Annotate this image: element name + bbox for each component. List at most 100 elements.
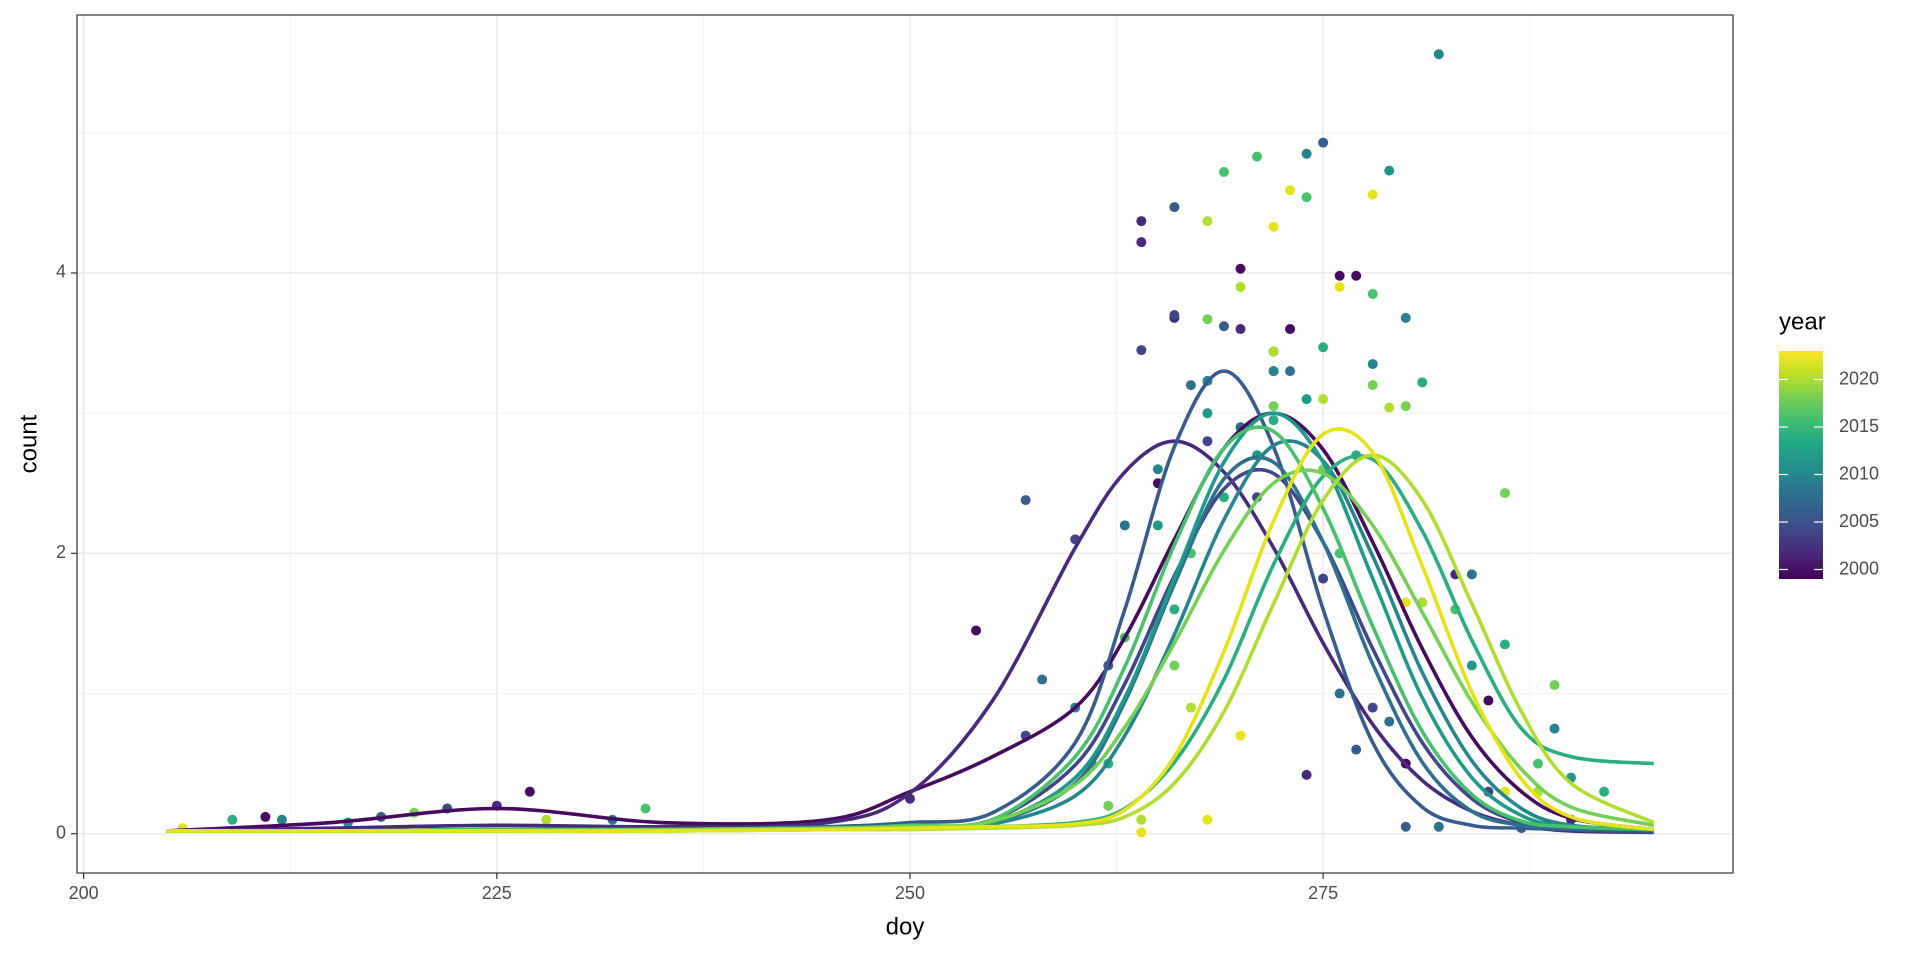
point [1351, 744, 1362, 755]
x-tick-label: 250 [895, 883, 925, 903]
y-tick-label: 2 [56, 542, 66, 562]
x-tick-label: 275 [1308, 883, 1338, 903]
point [1202, 408, 1213, 419]
smooth-line [166, 427, 1654, 833]
point [1268, 366, 1279, 377]
point [524, 786, 535, 797]
point [1301, 148, 1312, 159]
point [1218, 492, 1229, 503]
plot-border [76, 14, 1734, 874]
point [1136, 237, 1147, 248]
point [1020, 495, 1031, 506]
point [1318, 137, 1329, 148]
point [1235, 281, 1246, 292]
colorbar [1779, 351, 1823, 579]
point [1599, 786, 1610, 797]
y-tick-label: 0 [56, 822, 66, 842]
point [1301, 769, 1312, 780]
point [1433, 49, 1444, 60]
point [1334, 281, 1345, 292]
point [1367, 189, 1378, 200]
point [1384, 165, 1395, 176]
point [1367, 288, 1378, 299]
point [1400, 821, 1411, 832]
point [1136, 827, 1147, 838]
point [640, 803, 651, 814]
point [1499, 639, 1510, 650]
point [1268, 346, 1279, 357]
x-tick-label: 225 [482, 883, 512, 903]
point [1483, 695, 1494, 706]
point [1417, 377, 1428, 388]
point [1235, 730, 1246, 741]
point [1384, 402, 1395, 413]
y-tick-label: 4 [56, 262, 66, 282]
point [1185, 380, 1196, 391]
colorbar-label: 2015 [1839, 416, 1879, 436]
point [1400, 312, 1411, 323]
point [1202, 814, 1213, 825]
point [971, 625, 982, 636]
point [1466, 569, 1477, 580]
point [1318, 342, 1329, 353]
point [1152, 464, 1163, 475]
point [1433, 821, 1444, 832]
plot-background [77, 15, 1733, 873]
point [1549, 680, 1560, 691]
point [1301, 394, 1312, 405]
smooth-line [166, 411, 1654, 833]
point [1285, 185, 1296, 196]
colorbar-label: 2020 [1839, 368, 1879, 388]
colorbar-label: 2000 [1839, 558, 1879, 578]
point [1169, 310, 1180, 321]
point [1334, 270, 1345, 281]
point [1318, 394, 1329, 405]
point [260, 811, 271, 822]
point [1169, 202, 1180, 213]
colorbar-label: 2010 [1839, 463, 1879, 483]
point [1119, 520, 1130, 531]
point [1169, 604, 1180, 615]
point [1268, 401, 1279, 412]
point [1301, 192, 1312, 203]
point [1285, 366, 1296, 377]
point [1152, 520, 1163, 531]
point [1285, 324, 1296, 335]
x-tick-label: 200 [69, 883, 99, 903]
point [1334, 688, 1345, 699]
point [276, 814, 287, 825]
point [1549, 723, 1560, 734]
point [1252, 151, 1263, 162]
point [1136, 216, 1147, 227]
point [1367, 359, 1378, 370]
point [1169, 660, 1180, 671]
point [1367, 702, 1378, 713]
point [1136, 345, 1147, 356]
point [1532, 758, 1543, 769]
point [1037, 674, 1048, 685]
point [1367, 380, 1378, 391]
legend-title: year [1779, 308, 1826, 335]
point [1400, 401, 1411, 412]
point [1318, 573, 1329, 584]
y-axis-title: count [15, 414, 42, 473]
point [227, 814, 238, 825]
x-axis-title: doy [886, 913, 925, 940]
colorbar-label: 2005 [1839, 511, 1879, 531]
point [1202, 216, 1213, 227]
point [1218, 321, 1229, 332]
point [1185, 702, 1196, 713]
point [1218, 167, 1229, 178]
point [1268, 415, 1279, 426]
point [541, 814, 552, 825]
point [1466, 660, 1477, 671]
smooth-line [166, 439, 1654, 835]
point [1351, 270, 1362, 281]
point [1202, 436, 1213, 447]
point [1499, 488, 1510, 499]
point [1202, 314, 1213, 325]
point [1384, 716, 1395, 727]
point [1235, 263, 1246, 274]
point [1268, 221, 1279, 232]
